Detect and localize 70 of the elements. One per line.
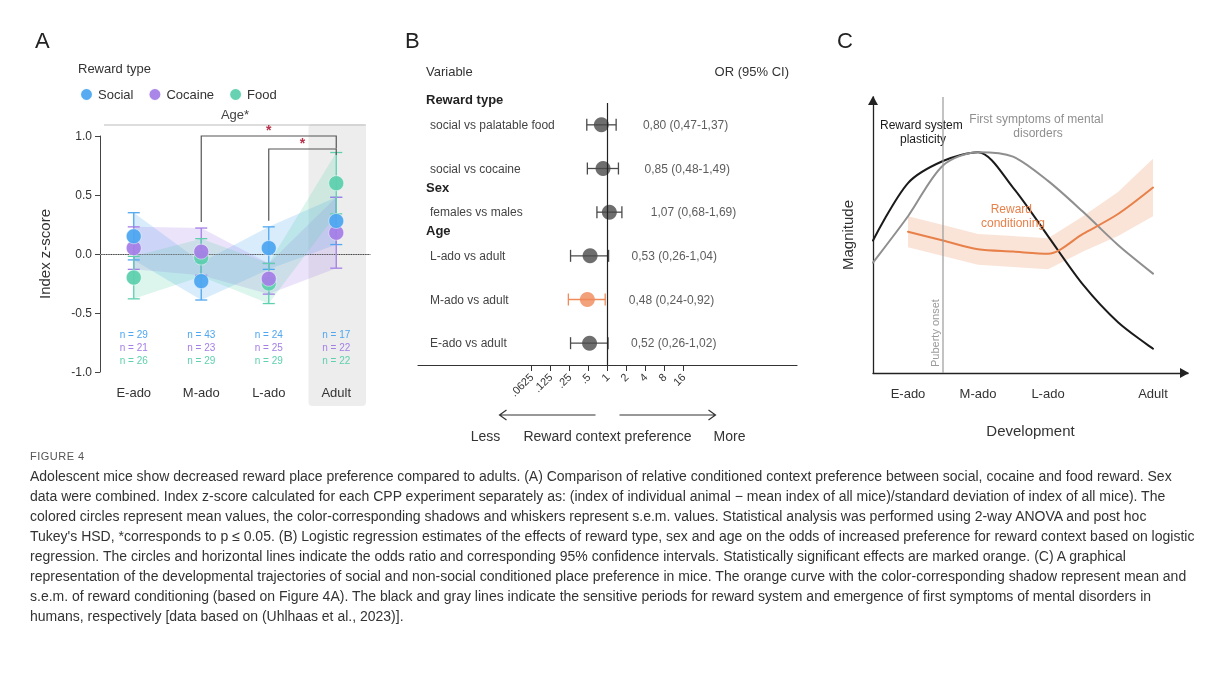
y-tick-label: M-ado vs adult [430, 292, 510, 307]
x-tick-label: .25 [554, 370, 574, 391]
text: More [713, 428, 746, 444]
x-tick-label: E-ado [116, 385, 152, 400]
chart-title: A [35, 27, 50, 53]
annotation: n = 22 [322, 354, 351, 366]
data-label: 0,85 (0,48-1,49) [644, 161, 730, 176]
annotation: n = 29 [187, 354, 216, 366]
annotation: n = 29 [254, 354, 284, 366]
annotation: n = 25 [254, 341, 284, 353]
x-tick-label: 8 [655, 370, 669, 384]
x-tick-label: 2 [617, 370, 631, 384]
annotation: Puberty onset [929, 299, 941, 367]
caption: FIGURE 4 [30, 450, 86, 462]
text: Less [470, 428, 501, 444]
annotation: Sex [426, 179, 450, 195]
legend-label: Social [98, 87, 134, 102]
data-label: 0,53 (0,26-1,04) [631, 248, 717, 263]
x-tick-label: Adult [321, 385, 352, 400]
legend-title: Reward type [78, 60, 151, 76]
data-label: 0,80 (0,47-1,37) [642, 117, 729, 132]
y-tick-label: L-ado vs adult [430, 248, 507, 263]
series-label: First symptoms of mental disorders [969, 111, 1107, 140]
x-axis-title: Development [986, 422, 1076, 439]
annotation: n = 24 [254, 328, 284, 340]
annotation: n = 21 [119, 341, 149, 353]
y-tick-label: 0.5 [75, 188, 93, 202]
y-tick-label: -0.5 [71, 306, 93, 320]
x-tick-label: M-ado [182, 385, 220, 400]
annotation: n = 17 [322, 328, 351, 340]
data-label: 0,48 (0,24-0,92) [628, 292, 715, 307]
data-label: 1,07 (0,68-1,69) [650, 205, 737, 220]
x-tick-label: E-ado [890, 386, 926, 401]
y-tick-label: 1.0 [75, 129, 93, 143]
data-label: 0,52 (0,26-1,02) [631, 336, 717, 351]
x-tick-label: M-ado [959, 386, 997, 401]
chart-title: B [405, 27, 420, 53]
annotation: * [266, 122, 273, 138]
annotation: n = 23 [187, 341, 216, 353]
chart-title: C [837, 27, 853, 53]
x-tick-label: 16 [670, 370, 688, 388]
y-tick-label: -1.0 [71, 365, 93, 379]
text: OR (95% CI) [714, 63, 789, 79]
x-axis-title: Reward context preference [523, 428, 692, 444]
annotation: n = 26 [119, 354, 149, 366]
y-axis-title: Index z-score [36, 208, 53, 300]
x-tick-label: L-ado [1031, 386, 1065, 401]
y-tick-label: social vs palatable food [430, 117, 555, 132]
y-tick-label: social vs cocaine [430, 161, 522, 176]
x-tick-label: 4 [636, 370, 650, 384]
x-tick-label: L-ado [252, 385, 286, 400]
y-tick-label: 0.0 [75, 247, 93, 261]
text: Age* [220, 106, 250, 122]
annotation: Reward type [426, 92, 504, 108]
annotation: n = 22 [322, 341, 351, 353]
x-tick-label: .5 [577, 370, 593, 386]
text: Adolescent mice show decreased reward place preference compared to adults. (A) Comparison of relative conditioned context preference between social, cocaine and food reward. Sex data were combined. Index z-score calculated for each CPP experiment separately as: (index of individual animal − mean index of all mice)/standard deviation of index of all mice). The colored circles represent mean values, the color-corresponding shadows and whiskers represent s.e.m. values. Statistical analysis was performed using 2-way ANOVA and post hoc Tukey's HSD, *corresponds to p ≤ 0.05. (B) Logistic regression estimates of the effects of reward type, sex and age on the odds of increased preference for reward context based on logistic regression. The circles and horizontal lines indicate the odds ratio and corresponding 95% confidence intervals. Statistically significant effects are marked orange. (C) A graphical representation of the developmental trajectories of social and non-social conditioned place preference in mice. The orange curve with the color-corresponding shadow represent mean and s.e.m. of reward conditioning (based on Figure 4A). The black and gray lines indicate the sensitive periods for reward system and emergence of first symptoms of mental disorders in humans, respectively [data based on (Uhlhaas et al., 2023)]. [30, 467, 1196, 626]
legend-label: Reward system plasticity [879, 118, 967, 147]
x-tick-label: 1 [598, 370, 612, 384]
annotation: Age [426, 223, 451, 239]
text: Variable [426, 63, 473, 79]
x-tick-label: Adult [1138, 386, 1169, 401]
annotation: n = 43 [187, 328, 216, 340]
y-tick-label: females vs males [430, 205, 523, 220]
legend-label: Food [247, 87, 277, 102]
legend-label: Cocaine [166, 87, 215, 102]
annotation: * [299, 135, 306, 151]
y-tick-label: E-ado vs adult [430, 336, 508, 351]
annotation: n = 29 [119, 328, 149, 340]
y-axis-title: Magnitude [839, 199, 856, 271]
